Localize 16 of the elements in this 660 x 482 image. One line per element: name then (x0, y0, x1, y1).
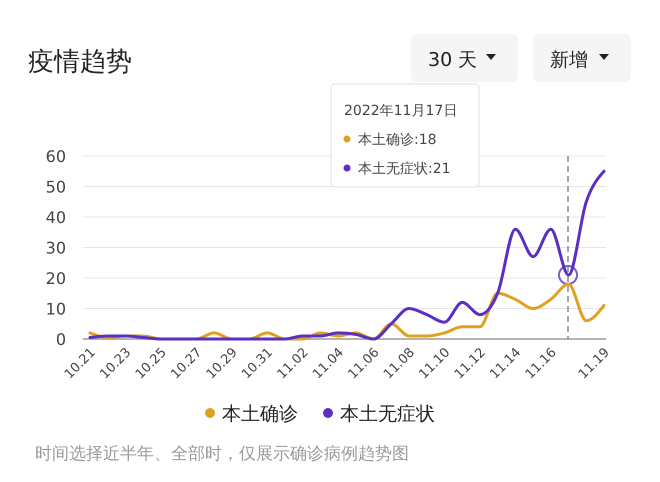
chart-title: 疫情趋势 (28, 47, 132, 77)
y-tick-label: 50 (46, 178, 66, 196)
legend-label: 本土确诊 (222, 403, 298, 425)
text: 本土确诊:18 (358, 132, 437, 148)
legend-label: 本土无症状 (340, 403, 435, 425)
text: 2022年11月17日 (344, 103, 458, 119)
y-tick-label: 30 (46, 238, 66, 258)
annotation: 本土无症状:21 (358, 161, 451, 177)
y-tick-label: 60 (46, 147, 66, 166)
y-tick-label: 20 (46, 269, 66, 288)
mode-dropdown: 新增 (533, 34, 631, 82)
text: 时间选择近半年、全部时，仅展示确诊病例趋势图 (35, 444, 409, 464)
range-dropdown: 30 天 (411, 34, 518, 82)
y-tick-label: 10 (46, 300, 66, 318)
y-tick-label: 0 (56, 330, 66, 349)
y-tick-label: 40 (46, 208, 66, 227)
